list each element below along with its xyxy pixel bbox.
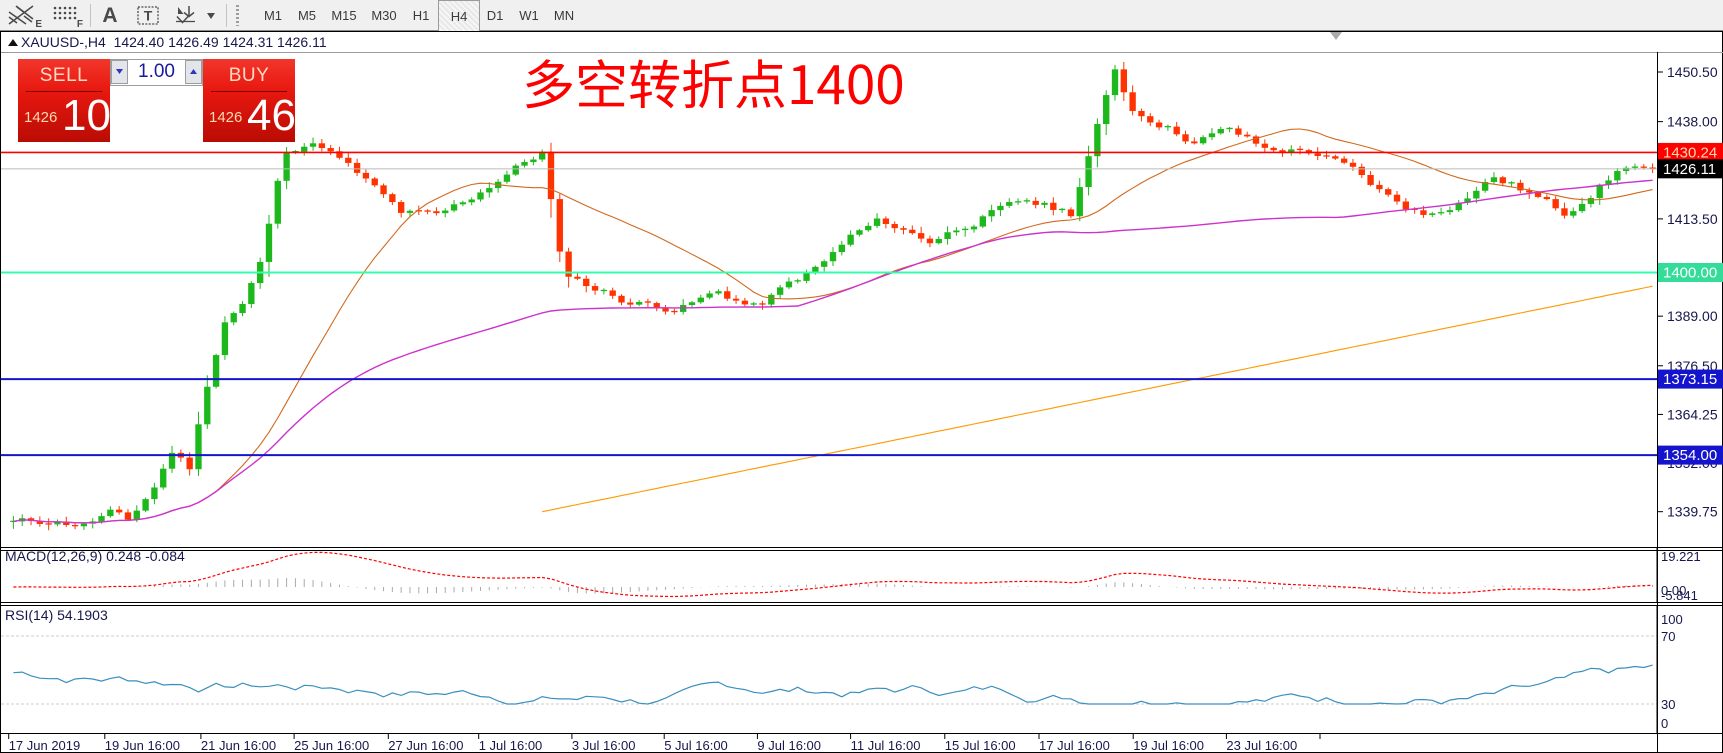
- svg-text:1400.00: 1400.00: [1663, 264, 1717, 281]
- svg-text:1 Jul 16:00: 1 Jul 16:00: [479, 738, 543, 753]
- svg-text:17 Jun 2019: 17 Jun 2019: [9, 738, 81, 753]
- svg-text:1430.24: 1430.24: [1663, 144, 1717, 161]
- svg-text:27 Jun 16:00: 27 Jun 16:00: [388, 738, 463, 753]
- svg-text:1438.00: 1438.00: [1667, 114, 1718, 130]
- svg-text:9 Jul 16:00: 9 Jul 16:00: [757, 738, 821, 753]
- svg-text:T: T: [144, 7, 153, 23]
- svg-text:1339.75: 1339.75: [1667, 504, 1718, 520]
- svg-text:23 Jul 16:00: 23 Jul 16:00: [1226, 738, 1297, 753]
- svg-text:MACD(12,26,9) 0.248 -0.084: MACD(12,26,9) 0.248 -0.084: [5, 548, 185, 564]
- svg-text:1413.50: 1413.50: [1667, 211, 1718, 227]
- svg-text:5 Jul 16:00: 5 Jul 16:00: [664, 738, 728, 753]
- svg-text:17 Jul 16:00: 17 Jul 16:00: [1039, 738, 1110, 753]
- svg-text:1389.00: 1389.00: [1667, 308, 1718, 324]
- svg-text:25 Jun 16:00: 25 Jun 16:00: [294, 738, 369, 753]
- svg-text:19 Jul 16:00: 19 Jul 16:00: [1133, 738, 1204, 753]
- svg-text:1450.50: 1450.50: [1667, 64, 1718, 80]
- svg-text:1364.25: 1364.25: [1667, 406, 1718, 422]
- svg-text:15 Jul 16:00: 15 Jul 16:00: [945, 738, 1016, 753]
- svg-text:21 Jun 16:00: 21 Jun 16:00: [201, 738, 276, 753]
- svg-text:19 Jun 16:00: 19 Jun 16:00: [105, 738, 180, 753]
- svg-text:11 Jul 16:00: 11 Jul 16:00: [851, 738, 921, 753]
- svg-text:1354.00: 1354.00: [1663, 447, 1717, 464]
- svg-text:3 Jul 16:00: 3 Jul 16:00: [572, 738, 636, 753]
- svg-text:RSI(14) 54.1903: RSI(14) 54.1903: [5, 607, 108, 623]
- svg-text:1373.15: 1373.15: [1663, 371, 1717, 388]
- svg-text:1426.11: 1426.11: [1663, 161, 1716, 178]
